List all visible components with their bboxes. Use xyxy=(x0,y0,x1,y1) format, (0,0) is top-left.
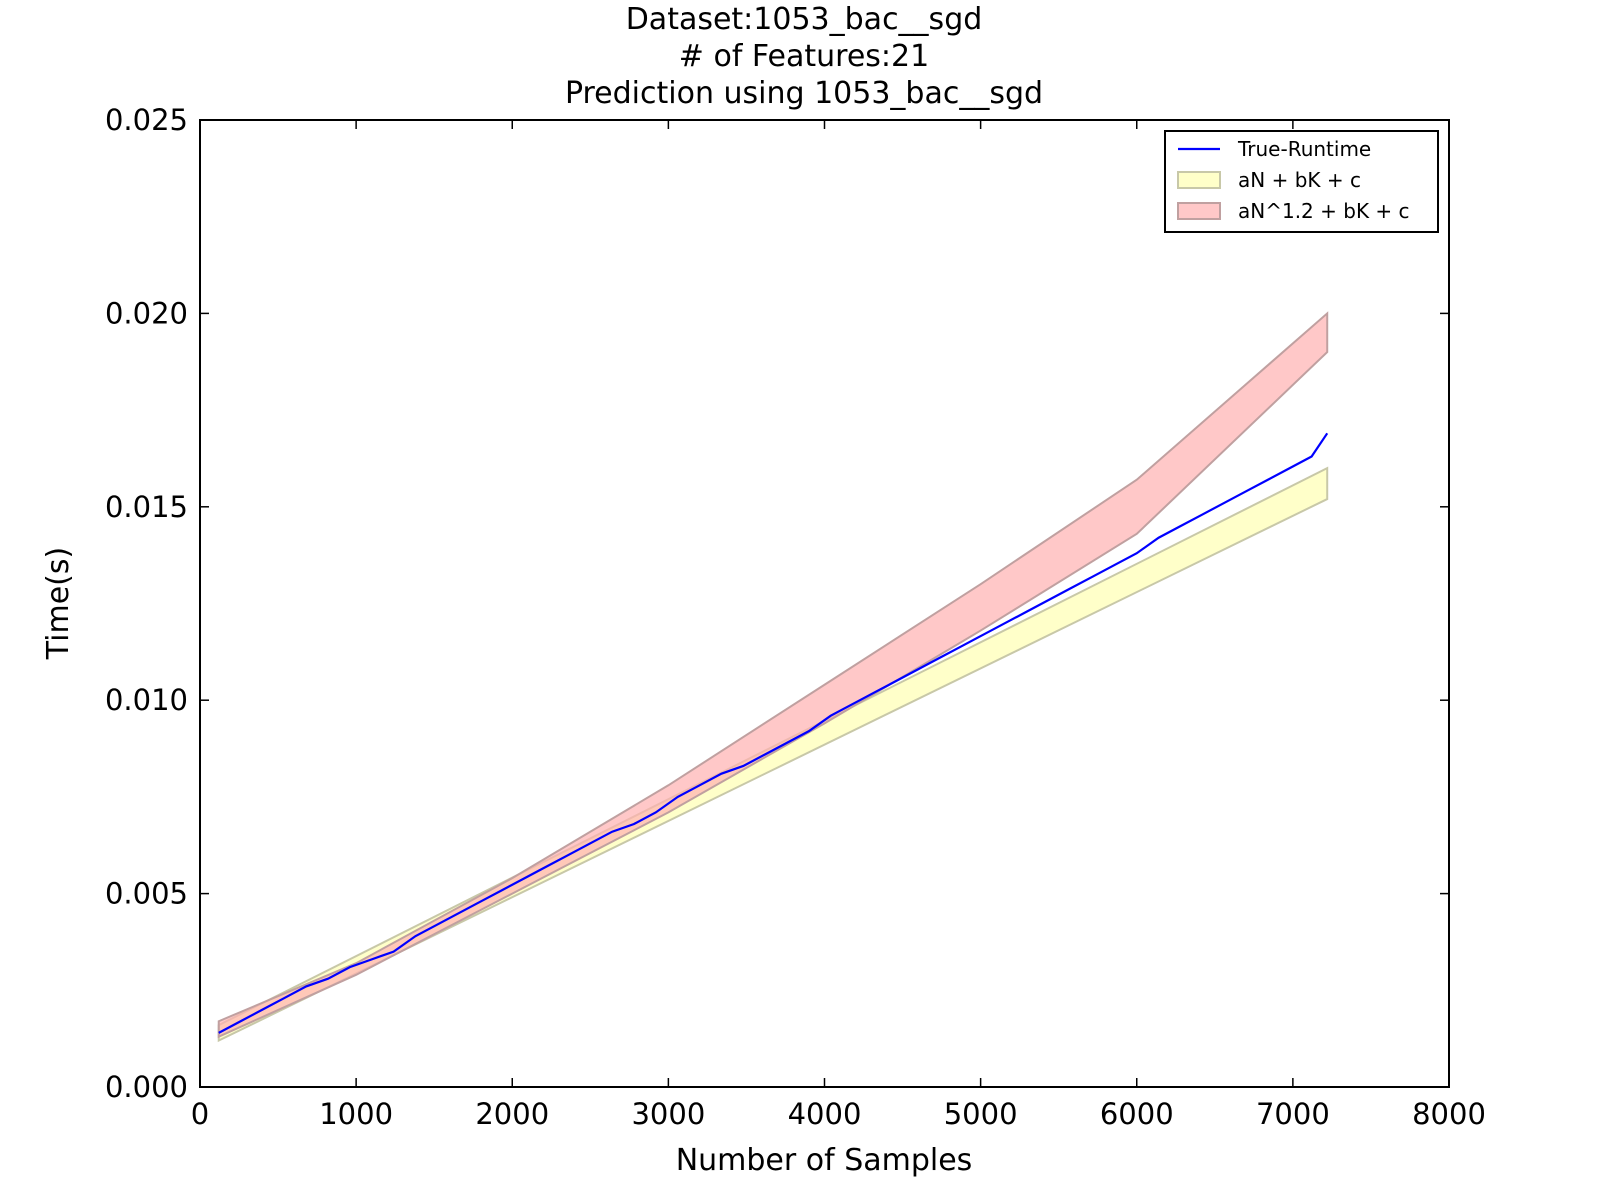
x-axis: 0 1000 2000 3000 4000 5000 6000 7000 8000 xyxy=(191,120,1486,1131)
y-tick-label: 0.010 xyxy=(105,683,188,717)
legend-swatch-band xyxy=(1177,171,1221,189)
y-tick-label: 0.000 xyxy=(105,1070,188,1104)
title-line-1: Dataset:1053_bac__sgd xyxy=(626,2,983,37)
x-tick-label: 8000 xyxy=(1412,1097,1486,1131)
y-tick-label: 0.015 xyxy=(105,490,188,524)
x-tick-label: 6000 xyxy=(1100,1097,1174,1131)
bands-layer xyxy=(217,311,1329,1043)
x-axis-label: Number of Samples xyxy=(676,1143,973,1178)
y-tick-label: 0.020 xyxy=(105,296,188,330)
x-tick-label: 1000 xyxy=(319,1097,393,1131)
x-tick-label: 7000 xyxy=(1256,1097,1330,1131)
legend-label: aN + bK + c xyxy=(1238,168,1361,192)
legend-label: True-Runtime xyxy=(1237,137,1371,161)
x-tick-label: 2000 xyxy=(475,1097,549,1131)
x-tick-label: 0 xyxy=(191,1097,209,1131)
x-tick-label: 4000 xyxy=(788,1097,862,1131)
x-tick-label: 3000 xyxy=(631,1097,705,1131)
band-series-2 xyxy=(217,311,1329,1039)
title-line-3: Prediction using 1053_bac__sgd xyxy=(565,76,1043,111)
y-tick-label: 0.005 xyxy=(105,877,188,911)
y-tick-label: 0.025 xyxy=(105,103,188,137)
chart-title: Dataset:1053_bac__sgd # of Features:21 P… xyxy=(565,2,1043,111)
lines-layer xyxy=(218,432,1329,1034)
y-axis: 0.000 0.005 0.010 0.015 0.020 0.025 xyxy=(105,103,1449,1104)
y-axis-label: Time(s) xyxy=(41,547,76,660)
legend-swatch-band xyxy=(1177,202,1221,220)
legend: True-Runtime aN + bK + c aN^1.2 + bK + c xyxy=(1164,130,1439,233)
x-tick-label: 5000 xyxy=(944,1097,1018,1131)
line-series-1 xyxy=(218,432,1329,1034)
title-line-2: # of Features:21 xyxy=(679,39,929,74)
legend-label: aN^1.2 + bK + c xyxy=(1238,199,1410,223)
